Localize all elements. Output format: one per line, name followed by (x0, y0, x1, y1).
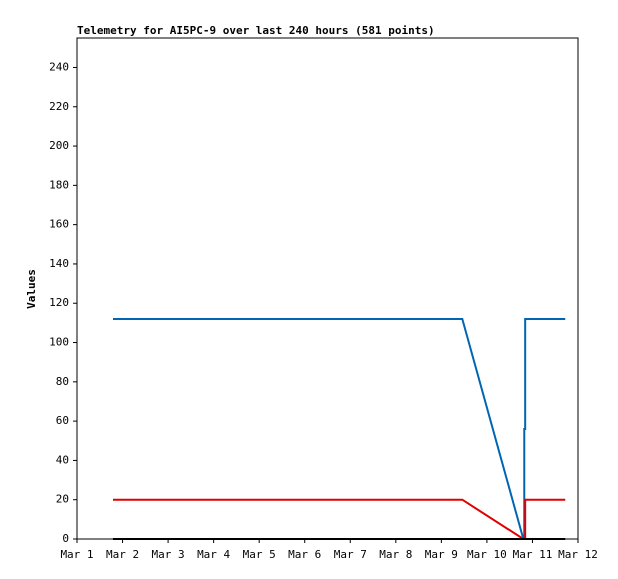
x-tick-label: Mar 3 (152, 548, 185, 561)
y-tick-label: 0 (62, 532, 69, 545)
y-tick-label: 220 (49, 100, 69, 113)
x-tick-label: Mar 2 (106, 548, 139, 561)
y-tick-label: 160 (49, 218, 69, 231)
x-tick-label: Mar 4 (197, 548, 230, 561)
x-tick-label: Mar 5 (243, 548, 276, 561)
x-tick-label: Mar 12 (558, 548, 598, 561)
y-tick-label: 140 (49, 257, 69, 270)
x-tick-label: Mar 8 (379, 548, 412, 561)
y-tick-label: 200 (49, 139, 69, 152)
y-tick-label: 240 (49, 60, 69, 73)
y-tick-label: 100 (49, 336, 69, 349)
x-tick-label: Mar 6 (288, 548, 321, 561)
x-tick-label: Mar 7 (334, 548, 367, 561)
y-tick-label: 120 (49, 296, 69, 309)
x-tick-label: Mar 9 (425, 548, 458, 561)
y-tick-label: 180 (49, 178, 69, 191)
x-tick-label: Mar 1 (60, 548, 93, 561)
x-tick-label: Mar 11 (513, 548, 553, 561)
chart-title: Telemetry for AI5PC-9 over last 240 hour… (77, 24, 435, 37)
series-line (112, 317, 566, 540)
y-axis-label: Values (25, 269, 38, 309)
y-tick-label: 20 (56, 493, 69, 506)
y-tick-label: 80 (56, 375, 69, 388)
y-tick-label: 40 (56, 453, 69, 466)
y-tick-label: 60 (56, 414, 69, 427)
x-tick-label: Mar 10 (467, 548, 507, 561)
